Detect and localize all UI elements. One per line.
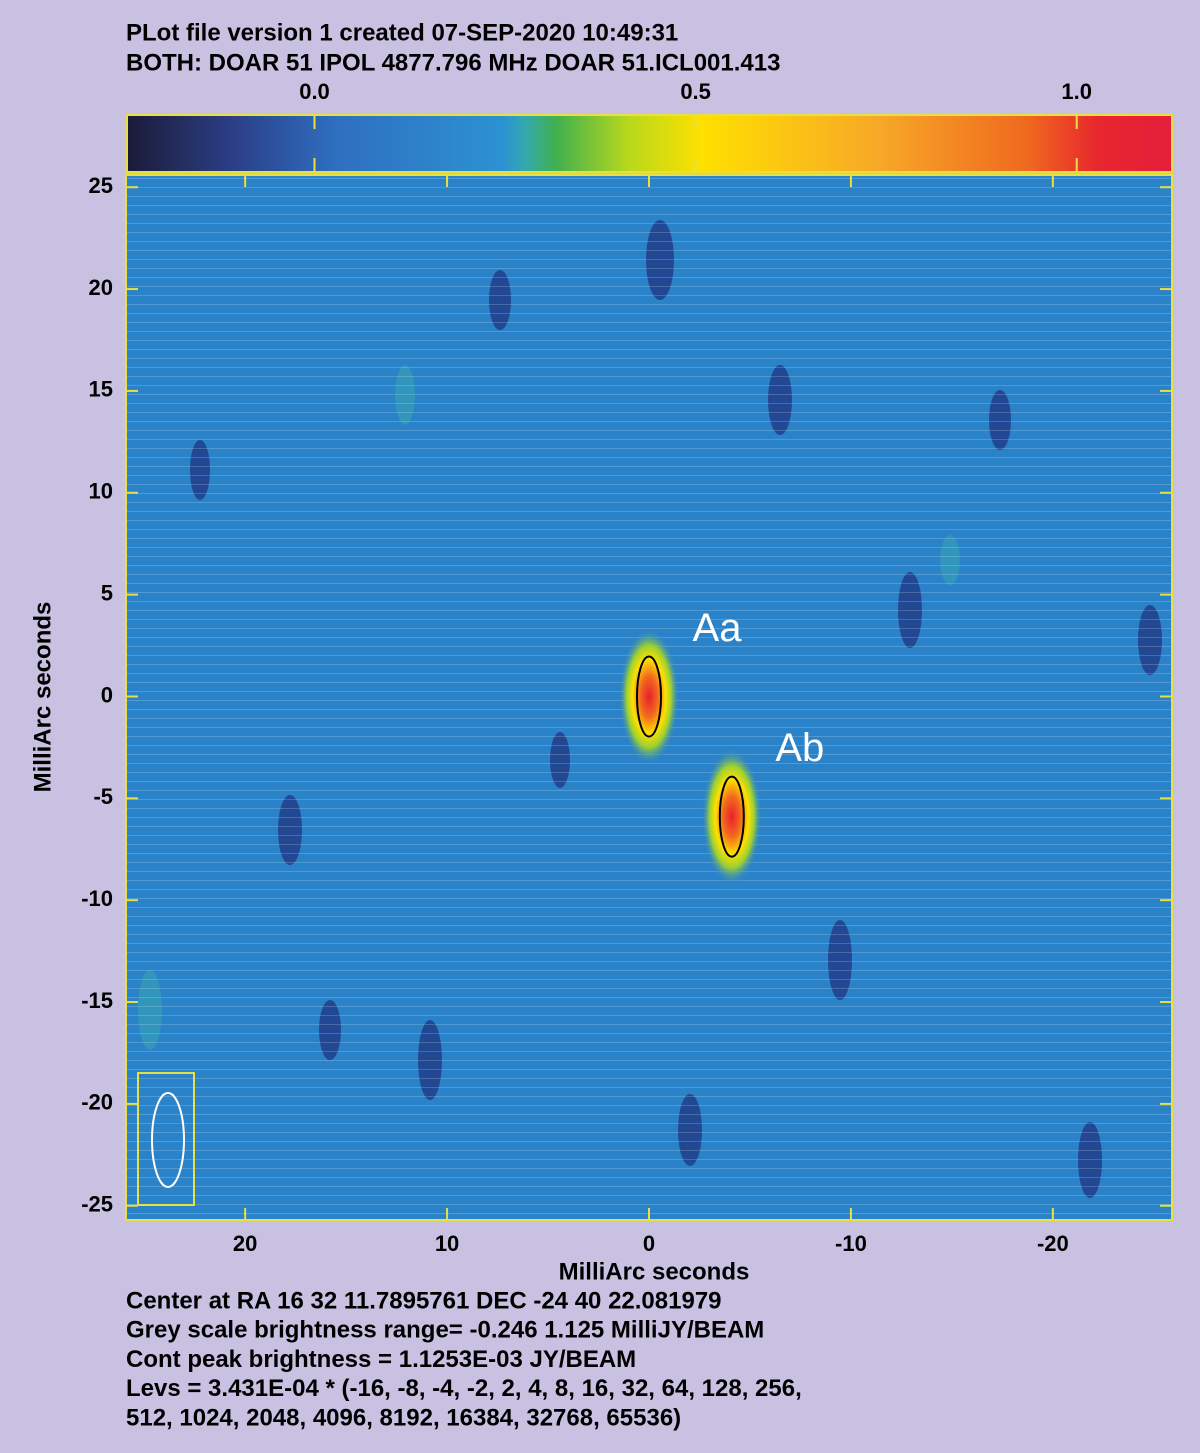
y-tick-label: 0 (101, 682, 113, 707)
colorbar-tick-label: 0.5 (680, 79, 711, 104)
y-tick-label: -5 (93, 784, 113, 809)
title-line: BOTH: DOAR 51 IPOL 4877.796 MHz DOAR 51.… (126, 49, 780, 76)
y-tick-label: 25 (89, 173, 113, 198)
y-tick-label: -10 (81, 886, 113, 911)
colorbar-tick-label: 0.0 (299, 79, 330, 104)
footer-line: Cont peak brightness = 1.1253E-03 JY/BEA… (126, 1346, 636, 1373)
x-tick-label: 20 (233, 1231, 257, 1256)
x-tick-label: 0 (643, 1231, 655, 1256)
x-tick-label: -10 (835, 1231, 867, 1256)
footer-line: Levs = 3.431E-04 * (-16, -8, -4, -2, 2, … (126, 1375, 802, 1402)
source (619, 628, 679, 765)
y-tick-label: 10 (89, 479, 113, 504)
source (701, 748, 762, 885)
footer-line: Grey scale brightness range= -0.246 1.12… (126, 1317, 764, 1344)
y-tick-label: 20 (89, 275, 113, 300)
contour (718, 775, 745, 858)
source-label: Ab (775, 726, 824, 770)
x-tick-label: -20 (1037, 1231, 1069, 1256)
y-tick-label: -25 (81, 1192, 113, 1217)
y-tick-label: -20 (81, 1090, 113, 1115)
colorbar (126, 114, 1173, 173)
y-tick-label: 5 (101, 580, 113, 605)
colorbar-tick-label: 1.0 (1061, 79, 1092, 104)
title-line: PLot file version 1 created 07-SEP-2020 … (126, 19, 678, 46)
footer-line: 512, 1024, 2048, 4096, 8192, 16384, 3276… (126, 1405, 681, 1432)
footer-line: Center at RA 16 32 11.7895761 DEC -24 40… (126, 1287, 722, 1314)
y-tick-label: -15 (81, 988, 113, 1013)
source-label: Aa (693, 606, 743, 650)
beam (137, 1072, 195, 1206)
y-tick-label: 15 (89, 377, 113, 402)
contour (636, 655, 662, 738)
x-axis-label: MilliArc seconds (559, 1258, 750, 1285)
y-axis-label: MilliArc seconds (29, 602, 56, 793)
x-tick-label: 10 (435, 1231, 459, 1256)
